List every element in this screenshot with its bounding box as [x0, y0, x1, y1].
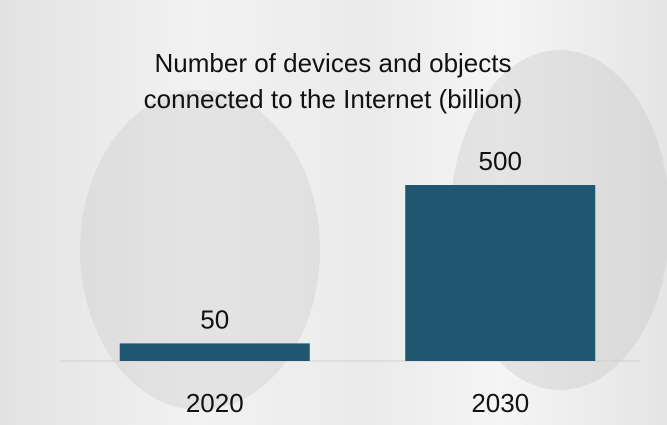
bar: [119, 343, 310, 361]
x-tick-label: 2030: [471, 388, 529, 418]
background-shape: [80, 90, 320, 410]
data-label: 500: [479, 146, 522, 176]
data-label: 50: [200, 304, 229, 334]
chart-title: Number of devices and objects connected …: [143, 48, 523, 114]
bar: [405, 185, 596, 361]
x-tick-label: 2020: [186, 388, 244, 418]
